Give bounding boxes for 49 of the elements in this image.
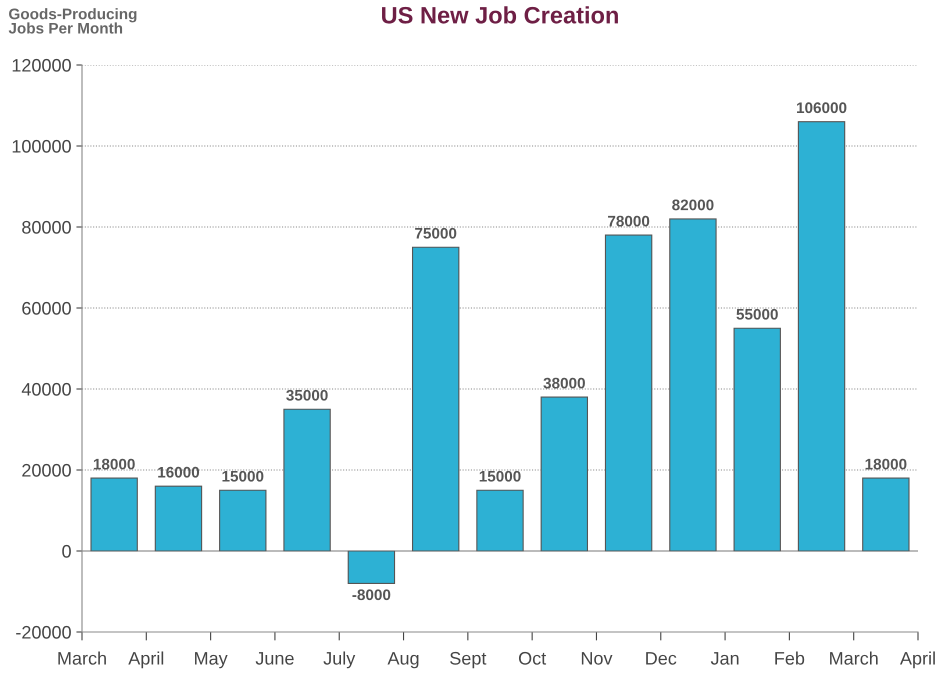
x-tick-label: May xyxy=(195,652,228,668)
bar xyxy=(669,218,717,552)
data-label: 15000 xyxy=(222,470,264,482)
data-label: 18000 xyxy=(94,458,135,470)
data-label: 35000 xyxy=(286,390,328,401)
x-tick-label: July xyxy=(323,651,356,668)
data-label: 16000 xyxy=(158,466,200,478)
data-label: -8000 xyxy=(352,589,390,600)
x-tick-label: Dec xyxy=(646,652,676,665)
x-tick-label: Oct xyxy=(518,652,546,665)
data-label: 18000 xyxy=(866,458,906,470)
y-tick-label: 120000 xyxy=(12,58,71,72)
bar xyxy=(604,234,652,552)
data-label: 106000 xyxy=(797,102,846,114)
y-tick-label: 40000 xyxy=(22,382,71,396)
bar xyxy=(540,396,588,552)
y-tick-label: 80000 xyxy=(22,220,71,234)
bar xyxy=(348,550,396,584)
data-label: 15000 xyxy=(480,470,521,482)
x-tick-label: Feb xyxy=(775,651,804,665)
bar xyxy=(412,246,460,552)
bar xyxy=(90,478,138,552)
y-tick-label: 20000 xyxy=(22,464,71,477)
data-label: 82000 xyxy=(672,200,714,210)
y-tick-label: 100000 xyxy=(12,140,71,153)
x-tick-label: June xyxy=(256,652,294,665)
x-tick-label: March xyxy=(58,651,106,665)
y-tick-label: 0 xyxy=(62,544,71,558)
data-label: 55000 xyxy=(736,308,778,320)
y-tick-label: -20000 xyxy=(16,626,71,639)
data-label: 75000 xyxy=(415,228,456,239)
bar xyxy=(476,490,524,552)
data-label: 78000 xyxy=(608,216,650,227)
x-tick-label: April xyxy=(128,651,164,668)
bar xyxy=(283,408,331,552)
x-tick-label: Aug xyxy=(388,652,418,668)
y-axis-title: Goods-Producing Jobs Per Month xyxy=(8,8,136,34)
x-tick-label: Nov xyxy=(582,652,612,665)
x-tick-label: Jan xyxy=(710,652,738,665)
bar xyxy=(734,328,781,552)
bar xyxy=(862,478,910,552)
x-tick-label: March xyxy=(830,651,878,665)
chart-title: US New Job Creation xyxy=(382,6,618,24)
x-tick-label: Sept xyxy=(450,652,486,668)
bar xyxy=(154,486,202,552)
bar xyxy=(798,121,846,552)
data-label: 38000 xyxy=(543,378,585,389)
y-tick-label: 60000 xyxy=(22,302,71,315)
bar xyxy=(219,490,266,552)
